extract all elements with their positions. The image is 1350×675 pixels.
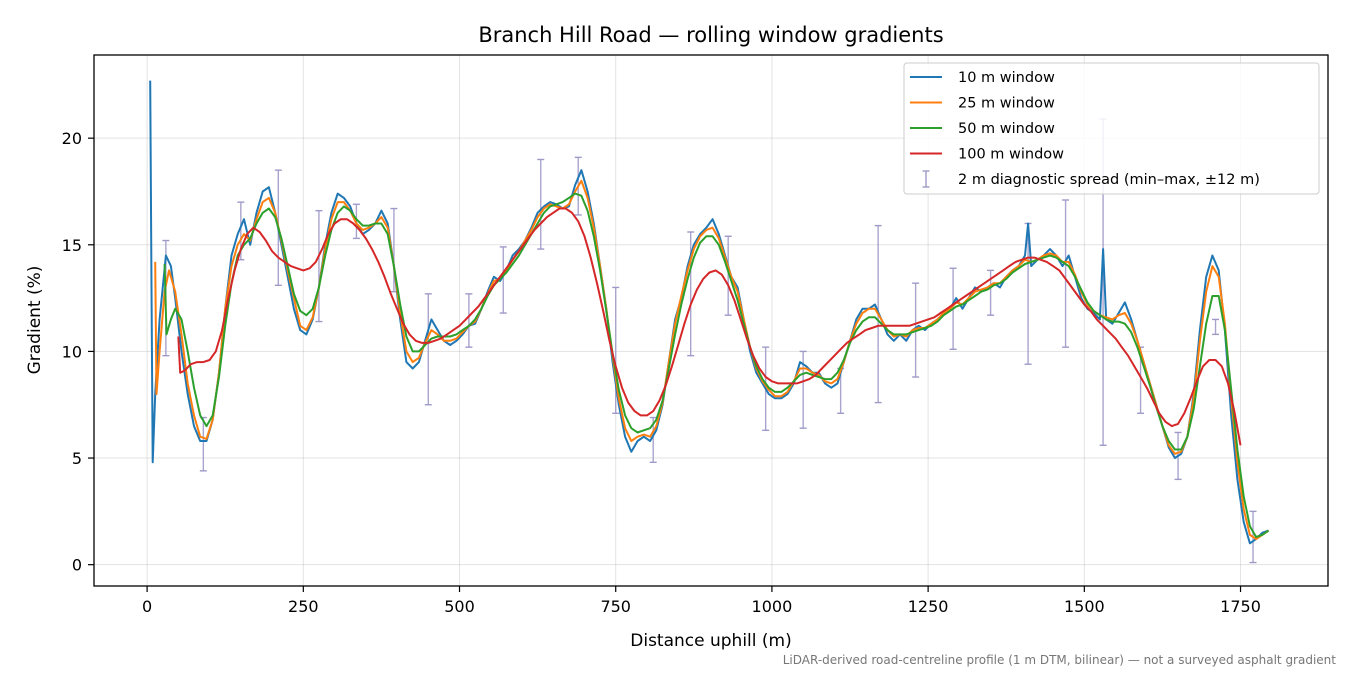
chart-title: Branch Hill Road — rolling window gradie… — [478, 23, 943, 47]
y-tick-label: 10 — [62, 342, 82, 361]
x-tick-label: 1500 — [1064, 597, 1105, 616]
footnote: LiDAR-derived road-centreline profile (1… — [782, 653, 1336, 667]
x-tick-label: 1250 — [908, 597, 949, 616]
legend-label: 2 m diagnostic spread (min–max, ±12 m) — [958, 172, 1260, 188]
legend-label: 50 m window — [958, 121, 1055, 137]
error-bar — [537, 158, 545, 250]
legend-swatch-errorbar — [922, 170, 930, 188]
error-bar — [465, 293, 473, 348]
series-lines — [149, 80, 1270, 545]
y-axis-label: Gradient (%) — [25, 266, 45, 375]
error-bar — [424, 293, 432, 406]
y-tick-label: 15 — [62, 236, 82, 255]
error-bar — [1212, 318, 1220, 336]
series-line-3 — [163, 192, 1270, 538]
y-axis-ticks: 0 5 10 15 20 — [62, 129, 94, 575]
x-tick-label: 1750 — [1220, 597, 1261, 616]
x-axis-ticks: 0 250 500 750 1000 1250 1500 1750 — [142, 586, 1261, 616]
legend-box — [903, 62, 1320, 195]
y-tick-label: 5 — [72, 449, 82, 468]
legend-label: 100 m window — [958, 147, 1064, 163]
error-bar — [724, 235, 732, 316]
legend-label: 25 m window — [958, 96, 1055, 112]
y-tick-label: 0 — [72, 556, 82, 575]
plot-frame — [93, 54, 1329, 587]
error-bar — [499, 246, 507, 314]
x-tick-label: 1000 — [752, 597, 793, 616]
error-bar — [612, 286, 620, 414]
x-tick-label: 0 — [142, 597, 152, 616]
x-tick-label: 750 — [600, 597, 631, 616]
x-tick-label: 500 — [444, 597, 475, 616]
x-axis-label: Distance uphill (m) — [630, 631, 791, 651]
x-tick-label: 250 — [288, 597, 319, 616]
legend-label: 10 m window — [958, 70, 1055, 86]
legend: 10 m window 25 m window 50 m window 100 m w… — [903, 62, 1320, 195]
error-bar — [315, 209, 323, 323]
series-line-4 — [177, 207, 1242, 446]
error-bar — [1062, 199, 1070, 348]
y-tick-label: 20 — [62, 129, 82, 148]
